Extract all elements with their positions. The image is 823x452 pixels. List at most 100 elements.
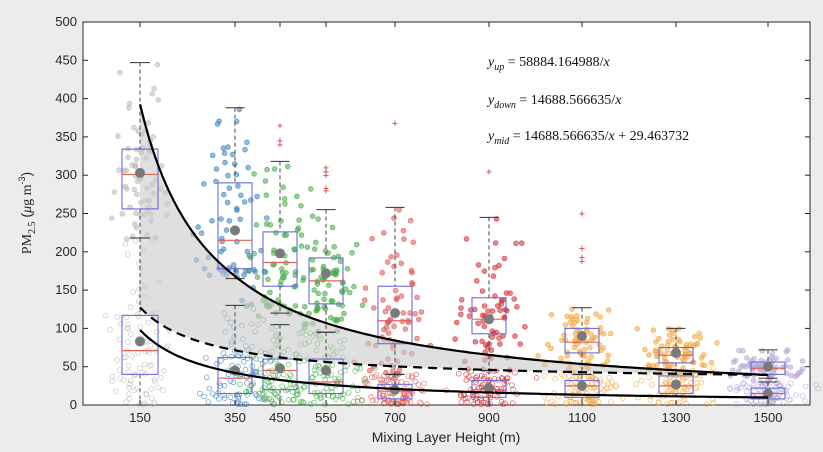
scatter-point (463, 371, 469, 378)
scatter-point (392, 287, 399, 294)
scatter-point (418, 309, 425, 315)
scatter-point (398, 293, 405, 300)
outlier-marker: + (486, 166, 492, 178)
scatter-point (206, 385, 213, 392)
scatter-point (788, 372, 795, 379)
scatter-point (149, 91, 156, 97)
scatter-point (252, 391, 259, 397)
scatter-point (401, 391, 407, 398)
scatter-point (481, 373, 488, 380)
scatter-point (221, 191, 227, 198)
scatter-point (123, 236, 130, 242)
boxplot: + (471, 166, 507, 372)
scatter-point (750, 377, 757, 384)
scatter-point (590, 335, 597, 341)
scatter-point (384, 259, 391, 265)
scatter-point (244, 248, 251, 255)
scatter-point (802, 383, 809, 390)
scatter-point (251, 171, 257, 177)
scatter-point (145, 120, 152, 126)
scatter-point (511, 296, 518, 302)
scatter-point (125, 362, 132, 369)
scatter-point (316, 364, 323, 370)
scatter-point (226, 218, 233, 224)
scatter-point (133, 224, 140, 231)
scatter-point (220, 246, 227, 252)
scatter-point (597, 313, 604, 320)
scatter-point (125, 251, 131, 257)
scatter-point (265, 276, 271, 283)
scatter-point (665, 338, 672, 345)
scatter-point (298, 232, 305, 238)
scatter-point (458, 296, 465, 303)
box (471, 379, 507, 398)
scatter-point (158, 374, 164, 381)
scatter-point (244, 139, 250, 146)
scatter-point (587, 372, 594, 379)
scatter-point (741, 379, 747, 386)
scatter-point (301, 303, 308, 310)
scatter-point (649, 382, 655, 388)
scatter-point (664, 347, 671, 353)
scatter-point (597, 378, 603, 385)
y-axis-title-sub: 2.5 (27, 221, 38, 234)
scatter-point (562, 322, 569, 328)
scatter-point (238, 192, 244, 199)
scatter-point (362, 285, 369, 291)
scatter-point (774, 394, 781, 401)
scatter-point (730, 359, 737, 365)
scatter-point (460, 392, 467, 399)
scatter-point (298, 243, 305, 250)
scatter-point (204, 374, 210, 381)
scatter-point (268, 357, 275, 363)
equation-up-rest: = 58884.164988/ (504, 55, 603, 70)
scatter-point (142, 370, 149, 377)
boxplot (262, 324, 298, 406)
scatter-point (458, 399, 465, 405)
scatter-point (281, 232, 288, 239)
scatter-point (301, 383, 308, 390)
scatter-point (475, 320, 481, 327)
scatter-point (487, 400, 493, 407)
scatter-point (161, 367, 168, 374)
scatter-point (783, 370, 790, 377)
equation-mid-sub: mid (494, 136, 510, 147)
scatter-point (564, 313, 570, 320)
scatter-point (379, 269, 386, 276)
scatter-point (535, 352, 541, 359)
scatter-point (318, 394, 325, 401)
outlier-marker: + (323, 170, 329, 182)
scatter-point (457, 311, 464, 318)
scatter-point (148, 395, 155, 402)
scatter-point (571, 344, 578, 351)
scatter-point (140, 401, 147, 408)
scatter-point (127, 381, 133, 387)
scatter-point (246, 386, 252, 393)
scatter-point (650, 362, 657, 369)
scatter-point (359, 302, 366, 309)
box (217, 182, 253, 270)
scatter-point (563, 399, 569, 406)
scatter-point (245, 164, 251, 171)
scatter-point (243, 401, 250, 408)
scatter-point (373, 372, 380, 378)
scatter-point (491, 375, 498, 382)
scatter-point (315, 216, 321, 222)
scatter-point (552, 375, 559, 382)
scatter-point (391, 323, 397, 330)
scatter-point (593, 311, 599, 317)
scatter-point (267, 289, 273, 296)
scatter-point (497, 307, 504, 314)
scatter-point (357, 365, 364, 372)
mean-marker (763, 388, 773, 399)
scatter-point (250, 380, 256, 387)
scatter-point (233, 118, 240, 125)
scatter-point (355, 394, 361, 401)
scatter-point (545, 341, 551, 348)
scatter-point (291, 396, 297, 403)
scatter-point (587, 344, 593, 351)
outlier-marker: + (277, 140, 283, 152)
scatter-point (283, 269, 289, 276)
scatter-point (312, 371, 319, 377)
scatter-point (328, 389, 335, 395)
